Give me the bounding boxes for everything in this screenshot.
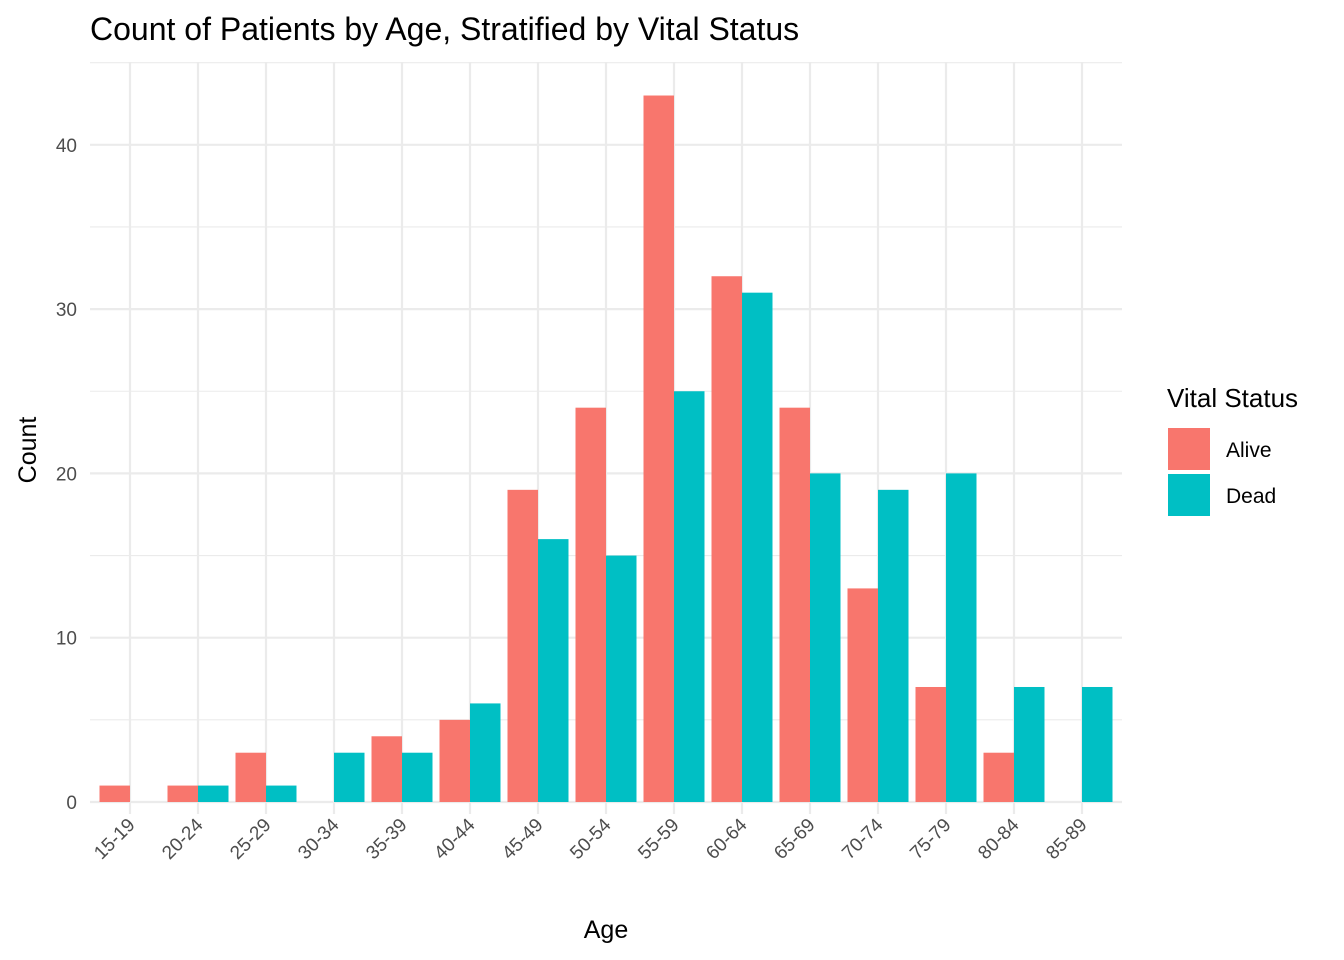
legend-label-dead: Dead	[1226, 485, 1276, 508]
x-tick-label: 40-44	[430, 814, 480, 864]
y-axis-ticks: 0 10 20 30 40	[56, 136, 77, 814]
bar-dead-35-39	[402, 752, 433, 802]
legend-label-alive: Alive	[1226, 439, 1272, 462]
y-tick-label: 20	[56, 464, 77, 485]
bar-dead-55-59	[674, 391, 705, 802]
x-tick-label: 25-29	[226, 815, 275, 864]
y-tick-label: 30	[56, 300, 77, 321]
legend: Vital Status Alive Dead	[1167, 383, 1298, 516]
y-axis-title: Count	[14, 417, 42, 484]
x-axis-title: Age	[584, 916, 628, 944]
bar-alive-45-49	[507, 489, 538, 802]
y-tick-label: 40	[56, 136, 77, 157]
x-tick-label: 55-59	[634, 815, 683, 864]
bar-dead-25-29	[266, 785, 297, 802]
y-tick-label: 0	[66, 793, 77, 814]
bar-alive-50-54	[575, 407, 606, 802]
x-tick-label: 15-19	[90, 815, 139, 864]
bar-alive-55-59	[643, 95, 674, 802]
bars	[99, 95, 1113, 802]
legend-swatch-dead	[1168, 474, 1210, 516]
x-tick-label: 80-84	[974, 814, 1024, 864]
bar-dead-80-84	[1014, 686, 1045, 802]
x-tick-label: 45-49	[498, 815, 547, 864]
legend-title: Vital Status	[1167, 383, 1298, 413]
x-tick-label: 50-54	[566, 814, 616, 864]
x-tick-label: 60-64	[702, 814, 752, 864]
bar-alive-40-44	[439, 719, 470, 802]
bar-alive-75-79	[915, 686, 946, 802]
bar-alive-15-19	[99, 785, 130, 802]
bar-alive-60-64	[711, 276, 742, 802]
x-axis-ticks: 15-19 20-24 25-29 30-34 35-39 40-44 45-49 50-54…	[90, 814, 1091, 864]
bar-dead-85-89	[1082, 686, 1113, 802]
bar-dead-30-34	[334, 752, 365, 802]
bar-alive-20-24	[167, 785, 198, 802]
bar-dead-75-79	[946, 473, 977, 802]
bar-alive-80-84	[983, 752, 1014, 802]
bar-dead-45-49	[538, 539, 569, 802]
x-tick-label: 70-74	[838, 814, 888, 864]
x-tick-label: 30-34	[294, 814, 344, 864]
bar-dead-50-54	[606, 555, 637, 802]
bar-alive-35-39	[371, 736, 402, 802]
bar-alive-25-29	[235, 752, 266, 802]
x-tick-label: 65-69	[770, 815, 819, 864]
x-tick-label: 20-24	[158, 814, 208, 864]
y-tick-label: 10	[56, 629, 77, 650]
bar-alive-70-74	[847, 588, 878, 802]
x-tick-label: 35-39	[362, 815, 411, 864]
x-tick-label: 85-89	[1042, 815, 1091, 864]
legend-swatch-alive	[1168, 428, 1210, 470]
bar-dead-40-44	[470, 703, 501, 802]
bar-alive-65-69	[779, 407, 810, 802]
bar-dead-65-69	[810, 473, 841, 802]
bar-dead-20-24	[198, 785, 229, 802]
bar-dead-60-64	[742, 292, 773, 802]
x-tick-label: 75-79	[906, 815, 955, 864]
chart-title: Count of Patients by Age, Stratified by …	[90, 11, 799, 47]
bar-dead-70-74	[878, 489, 909, 802]
